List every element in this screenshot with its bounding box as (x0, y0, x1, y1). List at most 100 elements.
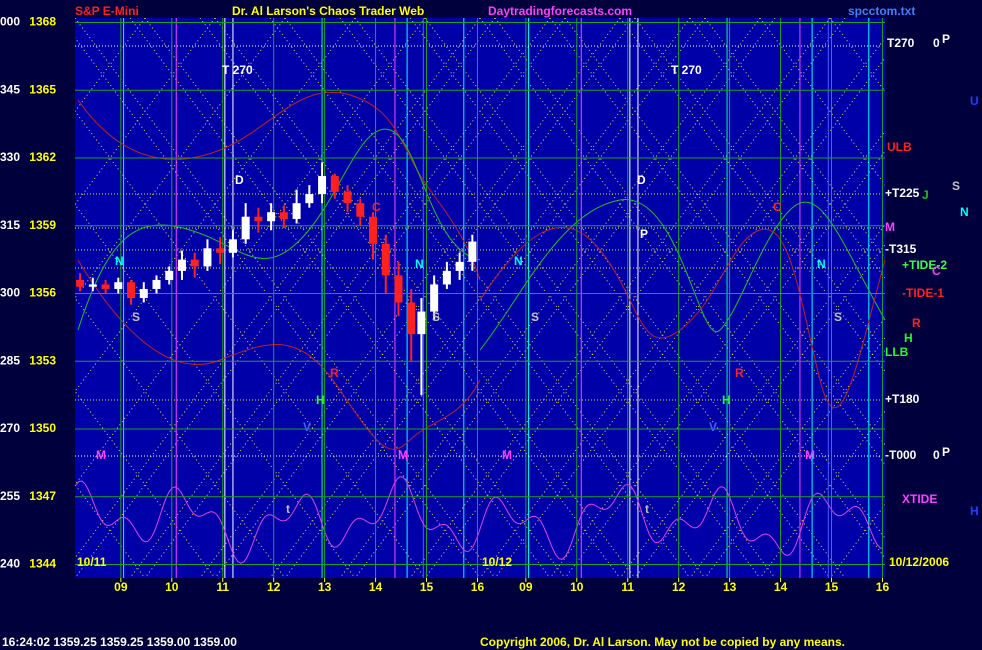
candle-body (318, 176, 327, 195)
cycle-line (619, 18, 885, 373)
right-label: R (912, 316, 921, 330)
candle-body (76, 279, 85, 287)
y-tick-label: 1347 (29, 489, 56, 503)
y-tick-label: 1362 (29, 150, 56, 164)
right-label: -TIDE-1 (902, 286, 944, 300)
angle-label: 240 (0, 557, 20, 571)
cycle-line (634, 18, 885, 353)
annotation: S (132, 310, 140, 324)
candle-body (203, 248, 212, 267)
annotation: N (115, 254, 124, 268)
annotation: M (502, 448, 512, 462)
right-label: +TIDE-2 (902, 258, 947, 272)
right-label: C (932, 264, 941, 278)
right-label: 0 (933, 448, 940, 462)
x-tick-label: 14 (774, 580, 788, 594)
annotation: R (735, 366, 744, 380)
day-label: 10/12 (482, 555, 512, 569)
x-tick-label: 10 (570, 580, 584, 594)
right-label: P (942, 32, 950, 46)
y-tick-label: 1353 (29, 353, 56, 367)
x-tick-label: 11 (621, 580, 634, 594)
right-label: M (885, 220, 895, 234)
candle-body (417, 311, 426, 335)
annotation: M (805, 448, 815, 462)
right-label: S (952, 179, 960, 193)
cycle-line (214, 18, 636, 578)
x-tick-label: 10 (165, 580, 179, 594)
x-tick-label: 13 (318, 580, 332, 594)
candle-body (356, 203, 365, 217)
site: Daytradingforecasts.com (488, 4, 632, 18)
candle-body (430, 284, 439, 312)
x-tick-label: 11 (216, 580, 229, 594)
x-tick-label: 16 (876, 580, 890, 594)
cycle-line (759, 18, 885, 186)
annotation: C (372, 200, 381, 214)
annotation: H (722, 393, 731, 407)
angle-label: 345 (0, 82, 20, 96)
angle-label: 300 (0, 286, 20, 300)
candle-body (267, 212, 276, 222)
annotation: S (531, 310, 539, 324)
right-label: H (970, 504, 979, 518)
annotation: D (235, 173, 244, 187)
day-label: 10/11 (77, 555, 107, 569)
angle-label: 255 (0, 489, 20, 503)
right-label: U (970, 94, 979, 108)
xtide-curve (75, 476, 884, 564)
annotation: R (330, 366, 339, 380)
y-tick-label: 1344 (29, 557, 56, 571)
candle-body (468, 241, 477, 262)
candle-body (305, 194, 314, 204)
cycle-line (75, 18, 496, 578)
title: Dr. Al Larson's Chaos Trader Web (232, 4, 424, 18)
candle-body (455, 261, 464, 271)
x-tick-label: 16 (471, 580, 485, 594)
cycle-line (144, 18, 566, 578)
candle-body (407, 302, 416, 335)
right-label: +T180 (885, 392, 920, 406)
x-tick-label: 13 (723, 580, 737, 594)
right-label: P (942, 445, 950, 459)
angle-label: 270 (0, 421, 20, 435)
annotation: N (415, 257, 424, 271)
cycle-line (564, 18, 885, 446)
right-label: LLB (885, 345, 909, 359)
cycle-line (284, 18, 706, 578)
candle-body (381, 243, 390, 276)
x-tick-label: 15 (825, 580, 839, 594)
file-name: spcctom.txt (848, 4, 915, 18)
x-tick-label: 14 (369, 580, 383, 594)
candle-body (177, 259, 186, 271)
right-label: ULB (887, 140, 912, 154)
cycle-line (199, 18, 621, 578)
x-tick-label: 12 (267, 580, 281, 594)
angle-label: 315 (0, 218, 20, 232)
candle-body (127, 282, 136, 298)
annotation: N (817, 257, 826, 271)
annotation: V (303, 420, 311, 434)
candle-body (139, 288, 148, 298)
x-tick-label: 15 (420, 580, 434, 594)
x-tick-label: 09 (519, 580, 533, 594)
cycle-line (424, 18, 846, 578)
data-layer: 1344 240 1347 255 1350 270 1353 285 1356 300 1359 3… (0, 15, 889, 594)
annotation: V (709, 420, 717, 434)
right-labels: T270 0 P U ULB +T225 J S N M -T315 +TIDE… (885, 32, 979, 518)
annotation: S (834, 310, 842, 324)
right-label: XTIDE (902, 492, 937, 506)
annotation: t (286, 502, 290, 516)
candle-body (101, 284, 110, 289)
candle-body (165, 270, 174, 280)
annotation: C (773, 200, 782, 214)
annotation: T 270 (222, 63, 253, 77)
copyright: Copyright 2006, Dr. Al Larson. May not b… (480, 635, 845, 649)
candle-body (254, 216, 263, 222)
right-label: T270 (887, 36, 915, 50)
candle-body (228, 239, 237, 253)
annotation: M (398, 448, 408, 462)
angle-label: 330 (0, 150, 20, 164)
right-label: 0 (933, 36, 940, 50)
